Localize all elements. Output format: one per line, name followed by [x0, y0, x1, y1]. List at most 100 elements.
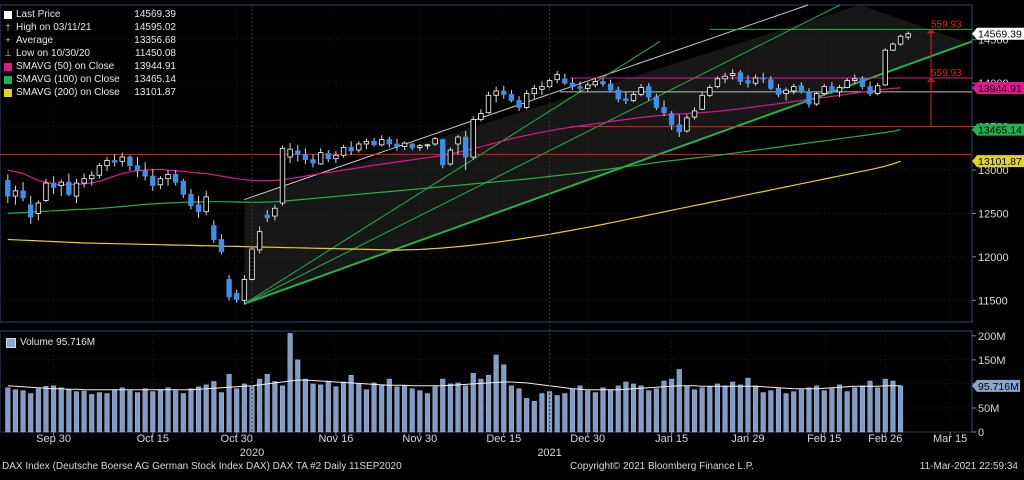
- legend-swatch: [4, 62, 12, 71]
- volume-bar: [455, 382, 461, 433]
- price-axis-label: 12000: [978, 252, 1009, 264]
- legend-value: 13101.87: [134, 86, 176, 98]
- year-label: 2020: [240, 447, 264, 459]
- candle-down: [111, 160, 118, 163]
- volume-bar: [188, 388, 194, 433]
- volume-bar: [51, 385, 57, 433]
- legend-swatch: [4, 75, 12, 84]
- candle-down: [745, 80, 751, 84]
- sma200-tag: 13101.87: [978, 156, 1022, 168]
- legend-label: High on 03/11/21: [16, 21, 92, 33]
- volume-bar: [508, 385, 514, 433]
- volume-bar: [516, 388, 522, 433]
- volume-axis-label: 150M: [978, 355, 1006, 367]
- candle-down: [577, 86, 583, 89]
- candle-down: [562, 78, 568, 84]
- candle-up: [707, 87, 713, 96]
- x-axis-label: Feb 15: [807, 433, 841, 445]
- volume-bar: [35, 388, 41, 433]
- volume-legend-swatch: [6, 337, 16, 348]
- last-price-tag-bg: [972, 27, 1024, 40]
- volume-axis-label: 0: [978, 427, 984, 439]
- volume-bar: [234, 388, 240, 433]
- candle-down: [188, 193, 194, 207]
- candle-up: [165, 173, 171, 180]
- candle-down: [348, 147, 354, 152]
- volume-bar: [783, 393, 789, 433]
- volume-bar: [852, 387, 858, 433]
- candle-up: [523, 93, 530, 108]
- low-marker-icon: ⊥: [4, 47, 12, 58]
- legend-value: 13465.14: [134, 73, 176, 85]
- candle-down: [440, 139, 446, 166]
- candle-up: [783, 89, 789, 94]
- volume-bar: [630, 383, 637, 433]
- candle-up: [379, 139, 385, 146]
- candle-up: [844, 80, 850, 88]
- volume-bar: [341, 381, 347, 433]
- volume-bar: [684, 385, 690, 433]
- legend-row: ⊥ Low on 10/30/20 11450.08: [4, 47, 176, 60]
- volume-bar: [165, 387, 171, 433]
- volume-bar: [463, 385, 469, 433]
- volume-bar: [577, 385, 583, 433]
- legend-row: SMAVG (50) on Close 13944.91: [4, 60, 176, 73]
- candle-up: [714, 78, 721, 88]
- volume-bar: [867, 380, 873, 433]
- candle-up: [813, 93, 820, 105]
- x-axis-label: Oct 30: [221, 433, 253, 445]
- candle-up: [401, 142, 408, 147]
- volume-axis-label: 50M: [978, 403, 999, 415]
- candle-up: [470, 119, 476, 158]
- volume-bar: [699, 387, 705, 433]
- candle-up: [12, 190, 19, 197]
- volume-bar: [600, 387, 606, 433]
- measure-label-lower: 559.93: [931, 68, 962, 79]
- volume-bar: [310, 383, 316, 433]
- measure-arrow-upper: [926, 29, 936, 34]
- candle-up: [317, 152, 324, 165]
- legend-label: SMAVG (200) on Close: [16, 86, 120, 98]
- candle-down: [859, 78, 866, 88]
- volume-bar: [646, 390, 652, 433]
- volume-bar: [768, 390, 774, 433]
- candle-up: [485, 94, 492, 114]
- volume-bar: [676, 369, 682, 433]
- candle-down: [516, 100, 522, 108]
- volume-bar: [569, 388, 575, 433]
- candle-down: [134, 165, 141, 172]
- candle-up: [89, 174, 95, 180]
- candle-down: [234, 292, 240, 300]
- candle-down: [20, 190, 26, 199]
- candle-up: [897, 35, 904, 45]
- footer-instrument: DAX Index (Deutsche Boerse AG German Sto…: [2, 461, 402, 472]
- candle-up: [592, 81, 599, 86]
- volume-bar: [333, 386, 339, 433]
- candle-down: [371, 140, 377, 146]
- volume-bar: [531, 400, 537, 433]
- candle-up: [287, 148, 293, 158]
- legend-row: SMAVG (100) on Close 13465.14: [4, 73, 176, 86]
- volume-bar: [279, 385, 286, 433]
- legend-row: + Average 13356.68: [4, 34, 176, 47]
- candle-down: [172, 173, 179, 183]
- volume-bar: [150, 391, 156, 433]
- volume-bar: [81, 390, 87, 433]
- volume-bar: [402, 385, 408, 433]
- candle-down: [615, 89, 621, 100]
- candle-down: [211, 225, 217, 240]
- sma100-line: [7, 129, 901, 214]
- candle-up: [730, 73, 736, 76]
- candle-up: [363, 140, 370, 145]
- candle-up: [791, 86, 797, 92]
- candle-up: [554, 74, 560, 81]
- candle-down: [653, 96, 660, 108]
- volume-bar: [119, 387, 125, 433]
- volume-bar: [440, 378, 446, 433]
- candle-down: [569, 82, 576, 88]
- volume-bar: [638, 385, 644, 433]
- candle-down: [325, 153, 331, 160]
- candle-down: [768, 79, 774, 89]
- x-axis-label: Dec 30: [570, 433, 605, 445]
